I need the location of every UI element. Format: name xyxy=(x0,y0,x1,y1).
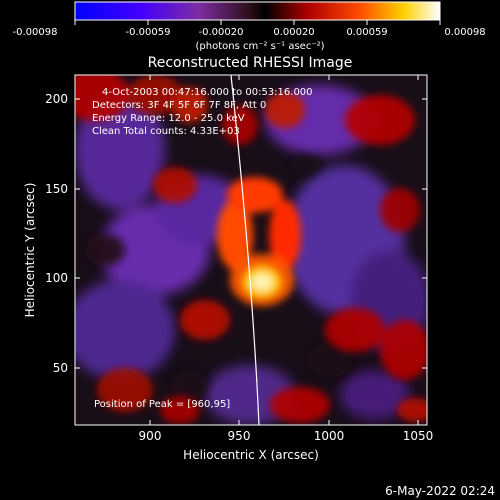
flare-core-inner xyxy=(252,274,272,290)
obs-time-range: 4-Oct-2003 00:47:16.000 to 00:53:16.000 xyxy=(102,87,313,98)
y-tick-label: 200 xyxy=(45,92,68,106)
footer-timestamp: 6-May-2022 02:24 xyxy=(385,484,495,498)
obs-energy-range: Energy Range: 12.0 - 25.0 keV xyxy=(92,113,245,124)
obs-clean-counts: Clean Total counts: 4.33E+03 xyxy=(92,126,240,137)
y-axis-label: Heliocentric Y (arcsec) xyxy=(23,183,37,318)
colorbar-tick-label: -0.00020 xyxy=(199,27,244,38)
x-tick-label: 1000 xyxy=(314,429,345,443)
y-tick-label: 50 xyxy=(53,361,68,375)
peak-position-label: Position of Peak = [960,95] xyxy=(94,399,230,410)
y-tick-label: 150 xyxy=(45,182,68,196)
obs-detectors: Detectors: 3F 4F 5F 6F 7F 8F, Att 0 xyxy=(92,100,266,111)
colorbar-gradient xyxy=(75,2,440,20)
flare-arc-top xyxy=(227,177,283,213)
page-title: Reconstructed RHESSI Image xyxy=(148,55,353,71)
y-tick-label: 100 xyxy=(45,271,68,285)
x-tick-label: 1050 xyxy=(403,429,434,443)
colorbar-tick-label: 0.00059 xyxy=(346,27,387,38)
x-tick-label: 950 xyxy=(228,429,251,443)
colorbar-tick-label: 0.00020 xyxy=(273,27,314,38)
x-axis-label: Heliocentric X (arcsec) xyxy=(183,448,319,462)
colorbar-tick-label: -0.00098 xyxy=(13,27,58,38)
colorbar-tick-label: -0.00059 xyxy=(126,27,171,38)
colorbar-tick-label: 0.00098 xyxy=(444,27,485,38)
image-panel: 4-Oct-2003 00:47:16.000 to 00:53:16.000 … xyxy=(60,69,433,425)
x-tick-label: 900 xyxy=(139,429,162,443)
colorbar-units: (photons cm⁻² s⁻¹ asec⁻²) xyxy=(195,41,324,52)
